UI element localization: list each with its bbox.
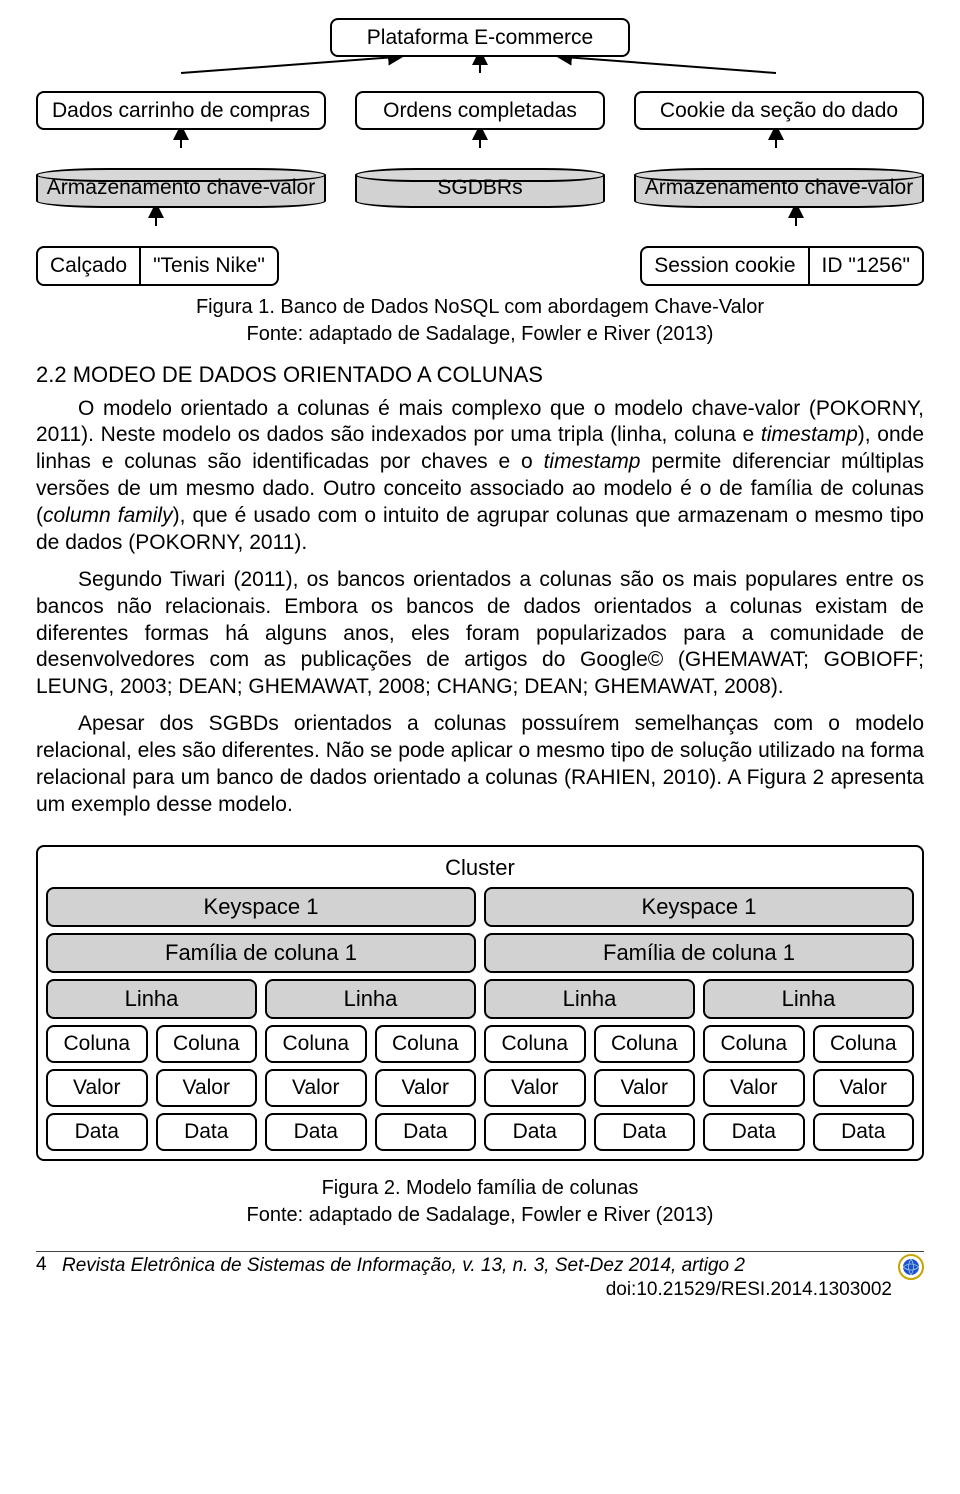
fig2-familia-2: Família de coluna 1 [484, 933, 914, 973]
fig2-valor: Valor [484, 1069, 586, 1107]
p1-column-family: column family [43, 504, 173, 527]
fig2-coluna: Coluna [375, 1025, 477, 1063]
fig2-coluna: Coluna [484, 1025, 586, 1063]
p1-timestamp-1: timestamp [761, 423, 858, 446]
fig1-cylinder-mid-label: SGDBRs [355, 176, 605, 200]
fig2-valor: Valor [594, 1069, 696, 1107]
figure-2-caption-line1: Figura 2. Modelo família de colunas [36, 1175, 924, 1202]
figure-2-caption: Figura 2. Modelo família de colunas Font… [36, 1175, 924, 1229]
fig1-cylinder-right: Armazenamento chave-valor [634, 168, 924, 208]
figure-1-caption-line2: Fonte: adaptado de Sadalage, Fowler e Ri… [36, 321, 924, 348]
footer-line-2: doi:10.21529/RESI.2014.1303002 [62, 1278, 892, 1303]
section-heading: 2.2 MODEO DE DADOS ORIENTADO A COLUNAS [36, 362, 924, 388]
fig2-coluna: Coluna [813, 1025, 915, 1063]
fig2-keyspace-2: Keyspace 1 [484, 887, 914, 927]
paragraph-2: Segundo Tiwari (2011), os bancos orienta… [36, 567, 924, 701]
fig2-valor: Valor [46, 1069, 148, 1107]
fig2-linha-1: Linha [46, 979, 257, 1019]
fig1-kv-left: Calçado "Tenis Nike" [36, 246, 279, 285]
figure-1-caption-line1: Figura 1. Banco de Dados NoSQL com abord… [36, 294, 924, 321]
p2-text: Segundo Tiwari (2011), os bancos orienta… [36, 568, 924, 699]
p3-text: Apesar dos SGBDs orientados a colunas po… [36, 712, 924, 816]
fig2-keyspace-1: Keyspace 1 [46, 887, 476, 927]
page-number: 4 [36, 1254, 62, 1276]
fig2-data: Data [375, 1113, 477, 1151]
fig2-data: Data [265, 1113, 367, 1151]
fig1-kv-left-value: "Tenis Nike" [141, 246, 279, 285]
figure-1: Plataforma E-commerce Dados carrinho de … [36, 18, 924, 348]
fig2-cluster-label: Cluster [46, 855, 914, 881]
fig2-coluna: Coluna [156, 1025, 258, 1063]
paragraph-1: O modelo orientado a colunas é mais comp… [36, 396, 924, 557]
fig2-valor: Valor [813, 1069, 915, 1107]
fig2-coluna: Coluna [594, 1025, 696, 1063]
globe-icon [898, 1254, 924, 1280]
fig1-cylinder-right-label: Armazenamento chave-valor [634, 176, 924, 200]
figure-2: Cluster Keyspace 1 Keyspace 1 Família de… [36, 845, 924, 1161]
fig1-box-cookie: Cookie da seção do dado [634, 91, 924, 130]
fig1-cylinder-mid: SGDBRs [355, 168, 605, 208]
fig2-coluna: Coluna [46, 1025, 148, 1063]
fig2-linha-3: Linha [484, 979, 695, 1019]
fig2-valor: Valor [703, 1069, 805, 1107]
fig2-data: Data [813, 1113, 915, 1151]
figure-1-caption: Figura 1. Banco de Dados NoSQL com abord… [36, 294, 924, 348]
fig1-box-cart: Dados carrinho de compras [36, 91, 326, 130]
figure-2-caption-line2: Fonte: adaptado de Sadalage, Fowler e Ri… [36, 1202, 924, 1229]
fig1-kv-left-key: Calçado [36, 246, 141, 285]
paragraph-3: Apesar dos SGBDs orientados a colunas po… [36, 711, 924, 819]
fig2-data: Data [484, 1113, 586, 1151]
fig2-data: Data [703, 1113, 805, 1151]
page-footer: 4 Revista Eletrônica de Sistemas de Info… [36, 1251, 924, 1303]
fig2-linha-4: Linha [703, 979, 914, 1019]
fig1-box-orders: Ordens completadas [355, 91, 605, 130]
fig2-familia-1: Família de coluna 1 [46, 933, 476, 973]
fig2-valor: Valor [265, 1069, 367, 1107]
fig2-valor: Valor [375, 1069, 477, 1107]
fig1-kv-right: Session cookie ID "1256" [640, 246, 924, 285]
fig1-cylinder-left: Armazenamento chave-valor [36, 168, 326, 208]
fig2-data: Data [46, 1113, 148, 1151]
fig2-coluna: Coluna [265, 1025, 367, 1063]
footer-line-1: Revista Eletrônica de Sistemas de Inform… [62, 1254, 892, 1279]
fig1-cylinder-left-label: Armazenamento chave-valor [36, 176, 326, 200]
fig2-data: Data [156, 1113, 258, 1151]
p1-timestamp-2: timestamp [544, 450, 641, 473]
fig2-data: Data [594, 1113, 696, 1151]
fig2-coluna: Coluna [703, 1025, 805, 1063]
fig1-platform-box: Plataforma E-commerce [330, 18, 630, 57]
fig2-linha-2: Linha [265, 979, 476, 1019]
fig1-kv-right-key: Session cookie [640, 246, 809, 285]
fig2-valor: Valor [156, 1069, 258, 1107]
fig1-kv-right-value: ID "1256" [810, 246, 924, 285]
